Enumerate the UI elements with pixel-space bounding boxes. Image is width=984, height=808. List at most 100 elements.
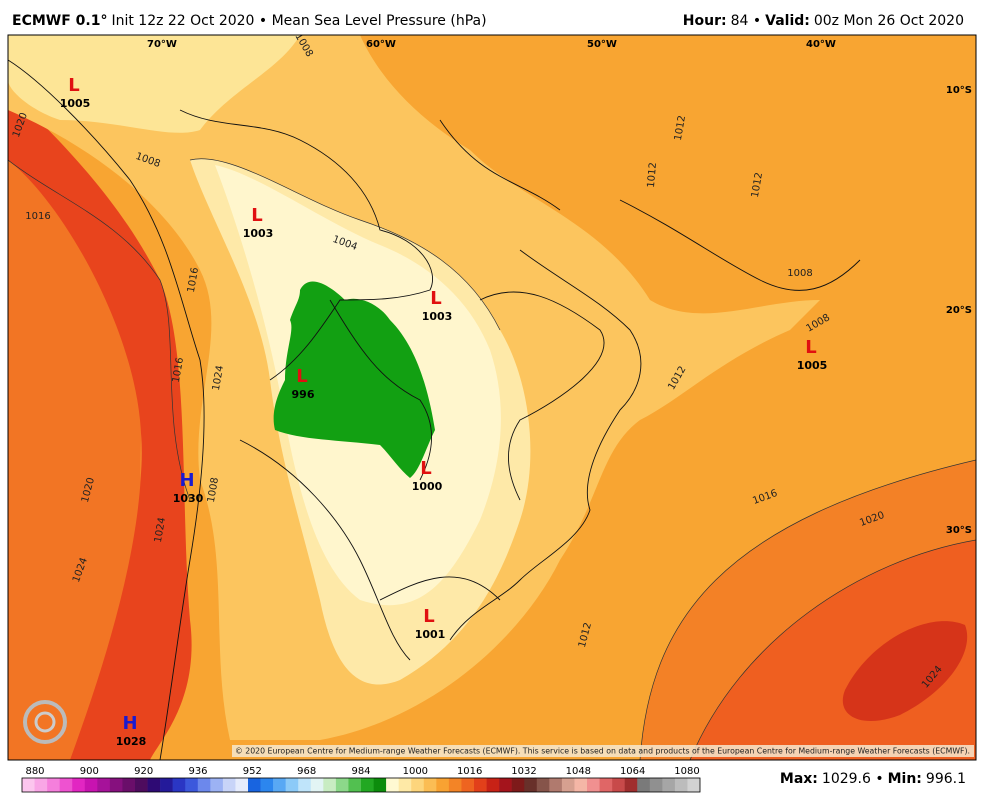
colorbar-cell [687,778,701,792]
colorbar-cell [486,778,500,792]
colorbar-cell [210,778,224,792]
contour-label: 1016 [171,357,186,384]
text-run: Hour: [683,13,727,29]
colorbar-tick-label: 880 [25,766,44,777]
text-run: ECMWF 0.1° [12,13,107,29]
colorbar-cell [72,778,86,792]
latitude-label: 30°S [946,525,972,536]
header-text: Max: 1029.6 • Min: 996.1 [780,771,966,787]
isobar [189,158,501,331]
isobar [689,539,976,760]
colorbar-cell [185,778,199,792]
latitude-label: 20°S [946,305,972,316]
field-996 [273,281,435,478]
colorbar-cell [335,778,349,792]
colorbar-cell [423,778,437,792]
colorbar-tick-label: 936 [188,766,207,777]
colorbar-cell [561,778,575,792]
colorbar-cell [637,778,651,792]
colorbar-cell [361,778,374,792]
colorbar-tick-label: 900 [80,766,99,777]
colorbar-tick-label: 1064 [620,766,645,777]
colorbar-tick-label: 1000 [403,766,428,777]
text-run: Init 12z 22 Oct 2020 • Mean Sea Level Pr… [111,13,486,29]
center-symbol: L [251,205,262,226]
colorbar-tick-label: 984 [351,766,370,777]
colorbar-cell [549,778,563,792]
colorbar-cell [662,778,676,792]
colorbar-cell [398,778,412,792]
colorbar-cell [235,778,249,792]
longitude-label: 60°W [366,39,396,50]
center-symbol: L [296,366,307,387]
center-value: 1005 [60,97,91,110]
text-run: 996.1 [926,771,966,787]
center-symbol: L [423,606,434,627]
field-1024b [842,621,968,721]
isobar [639,459,976,760]
field-1024 [8,90,192,760]
colorbar-cell [674,778,688,792]
contour-label: 1008 [787,268,812,279]
colorbar-cell [47,778,60,792]
text-run: 1029.6 • [822,771,884,787]
colorbar-cell [461,778,475,792]
coastline [8,59,642,760]
center-symbol: H [122,713,137,734]
colorbar-cell [536,778,550,792]
colorbar-frame [21,777,701,793]
colorbar-cell [260,778,274,792]
colorbar-cell [84,778,98,792]
colorbar-cell [122,778,136,792]
colorbar-cell [373,778,387,792]
center-value: 996 [292,388,315,401]
colorbar-cell [348,778,362,792]
colorbar-cell [612,778,625,792]
contour-label: 1012 [750,172,765,199]
colorbar-tick-label: 952 [243,766,262,777]
contour-label: 1016 [186,267,201,294]
header-text: Hour: 84 • Valid: 00z Mon 26 Oct 2020 [683,13,964,29]
text-run: Valid: [765,13,810,29]
colorbar-tick-label: 1080 [674,766,699,777]
center-symbol: H [179,470,194,491]
colorbar-cell [34,778,48,792]
text-run: 84 • [731,13,762,29]
colorbar-cell [310,778,324,792]
colorbar-cell [22,778,35,792]
copyright-bg [232,745,974,757]
colorbar-cell [172,778,186,792]
colorbar-cell [285,778,299,792]
text-run: Max: [780,771,818,787]
contour-label: 1016 [25,211,50,222]
center-value: 1028 [116,735,147,748]
colorbar-tick-label: 1016 [457,766,482,777]
colorbar-cell [436,778,450,792]
colorbar-cell [59,778,73,792]
latitude-label: 10°S [946,85,972,96]
colorbar-cell [197,778,211,792]
colorbar-cell [524,778,538,792]
center-symbol: L [68,75,79,96]
contour-label: 1024 [211,365,226,392]
longitude-label: 70°W [147,39,177,50]
field-1004-north [8,35,300,133]
center-value: 1001 [415,628,446,641]
colorbar-cell [511,778,525,792]
colorbar-cell [222,778,236,792]
colorbar-cell [386,778,399,792]
colorbar-cell [323,778,337,792]
colorbar-cell [109,778,123,792]
colorbar-cell [474,778,487,792]
colorbar-cell [135,778,148,792]
center-value: 1005 [797,359,828,372]
colorbar-cell [411,778,425,792]
colorbar-tick-label: 1048 [566,766,591,777]
center-value: 1000 [412,480,443,493]
logo [23,700,67,744]
text-run: Min: [888,771,922,787]
longitude-label: 50°W [587,39,617,50]
colorbar-cell [248,778,261,792]
border [179,109,861,661]
